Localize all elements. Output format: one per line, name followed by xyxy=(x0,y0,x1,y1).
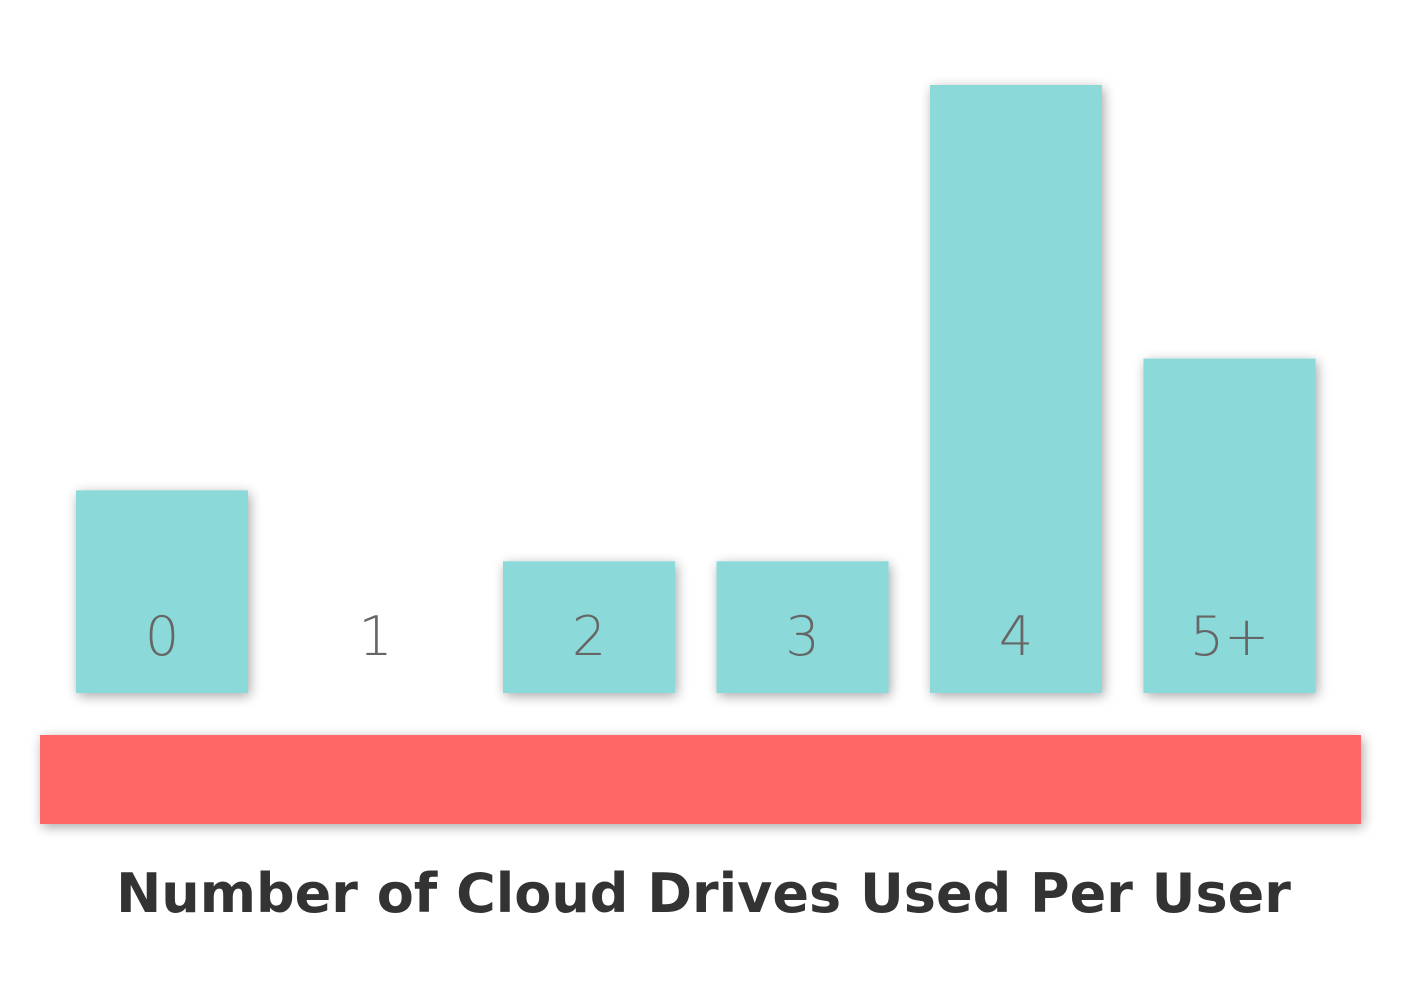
baseline-bar xyxy=(40,735,1361,824)
bar-3 xyxy=(716,561,889,693)
category-label-4: 4 xyxy=(999,605,1033,668)
category-label-0: 0 xyxy=(145,605,179,668)
bar-0 xyxy=(76,490,248,693)
category-label-1: 1 xyxy=(358,605,392,668)
bar-2 xyxy=(503,561,675,693)
category-label-3: 3 xyxy=(785,605,819,668)
category-label-2: 2 xyxy=(572,605,606,668)
category-labels-group: 0 1 2 3 4 5+ xyxy=(145,605,1269,668)
bar-5plus xyxy=(1143,358,1316,693)
bar-4 xyxy=(930,85,1102,693)
bars-group xyxy=(76,85,1316,693)
category-label-5plus: 5+ xyxy=(1190,605,1270,668)
chart-title: Number of Cloud Drives Used Per User xyxy=(116,862,1291,925)
